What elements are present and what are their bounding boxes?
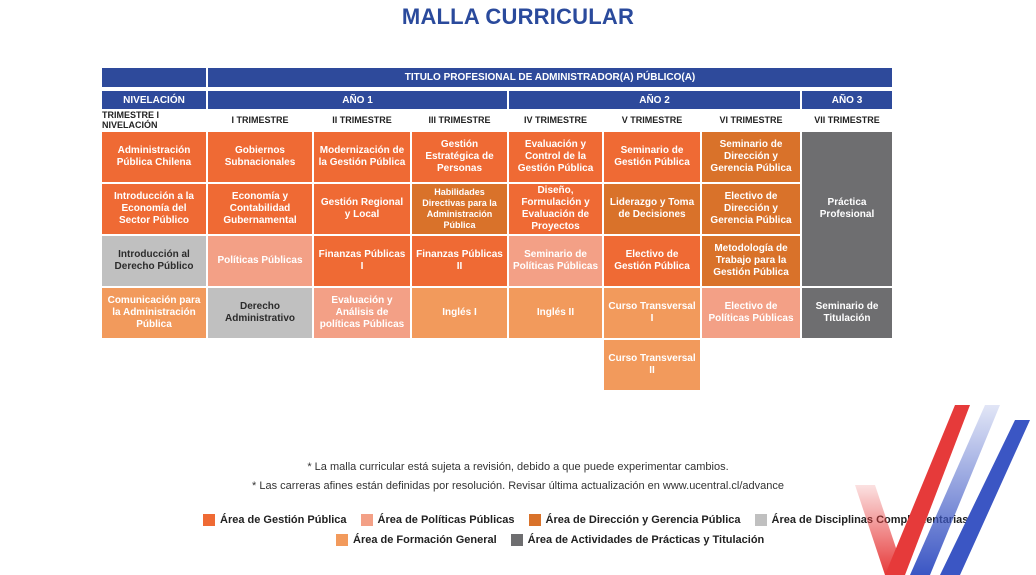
- course-cell: Curso Transversal II: [604, 340, 700, 390]
- course-cell: Seminario de Titulación: [802, 288, 892, 338]
- legend-item: Área de Actividades de Prácticas y Titul…: [510, 534, 765, 546]
- legend-swatch: [203, 514, 215, 526]
- legend-item: Área de Políticas Públicas: [360, 514, 515, 526]
- term-header-nivelacion: TRIMESTRE I NIVELACIÓN: [102, 110, 160, 130]
- course-cell: Introducción a la Economía del Sector Pú…: [102, 184, 206, 234]
- legend-swatch: [528, 514, 541, 526]
- legend-label: Área de Dirección y Gerencia Pública: [545, 514, 741, 526]
- course-cell: Seminario de Políticas Públicas: [509, 236, 602, 286]
- legend-item: Área de Formación General: [336, 534, 497, 546]
- note-revision: * La malla curricular está sujeta a revi…: [307, 461, 729, 473]
- nivelacion-band-spacer: [102, 68, 206, 87]
- course-cell: Gobiernos Subnacionales: [208, 132, 312, 182]
- course-cell: Derecho Administrativo: [208, 288, 312, 338]
- university-logo: [855, 405, 1030, 575]
- year2-header: AÑO 2: [509, 91, 800, 109]
- course-cell: Inglés I: [412, 288, 507, 338]
- term-header-6: VI TRIMESTRE: [719, 115, 783, 125]
- term-header-5: V TRIMESTRE: [621, 115, 683, 125]
- degree-title-band: TITULO PROFESIONAL DE ADMINISTRADOR(A) P…: [208, 68, 892, 87]
- page-title: MALLA CURRICULAR: [401, 4, 635, 29]
- course-cell: Liderazgo y Toma de Decisiones: [604, 184, 700, 234]
- legend-label: Área de Formación General: [353, 534, 497, 546]
- legend-item: Área de Dirección y Gerencia Pública: [528, 514, 741, 526]
- legend-swatch: [360, 514, 373, 526]
- course-cell: Introducción al Derecho Público: [102, 236, 206, 286]
- year1-header: AÑO 1: [208, 91, 507, 109]
- course-cell: Administración Pública Chilena: [102, 132, 206, 182]
- course-cell: Gestión Estratégica de Personas: [412, 132, 507, 182]
- course-cell: Finanzas Públicas I: [314, 236, 410, 286]
- legend-label: Área de Actividades de Prácticas y Titul…: [527, 534, 765, 546]
- legend-swatch: [510, 534, 523, 546]
- course-cell: Electivo de Gestión Pública: [604, 236, 700, 286]
- course-cell: Modernización de la Gestión Pública: [314, 132, 410, 182]
- course-cell: Habilidades Directivas para la Administr…: [412, 184, 507, 234]
- note-carreras: * Las carreras afines están definidas po…: [252, 480, 784, 492]
- term-header-4: IV TRIMESTRE: [523, 115, 587, 125]
- legend-swatch: [754, 514, 767, 526]
- course-cell: Gestión Regional y Local: [314, 184, 410, 234]
- term-header-7: VII TRIMESTRE: [814, 115, 880, 125]
- course-cell: Evaluación y Control de la Gestión Públi…: [509, 132, 602, 182]
- course-cell: Diseño, Formulación y Evaluación de Proy…: [509, 184, 602, 234]
- course-cell: Evaluación y Análisis de políticas Públi…: [314, 288, 410, 338]
- legend-row-2: Área de Formación General Área de Activi…: [336, 534, 772, 546]
- course-cell: Finanzas Públicas II: [412, 236, 507, 286]
- year3-header: AÑO 3: [802, 91, 892, 109]
- course-cell: Curso Transversal I: [604, 288, 700, 338]
- term-header-1: I TRIMESTRE: [231, 115, 289, 125]
- course-cell: Seminario de Gestión Pública: [604, 132, 700, 182]
- course-cell: Electivo de Dirección y Gerencia Pública: [702, 184, 800, 234]
- term-header-3: III TRIMESTRE: [428, 115, 491, 125]
- legend-label: Área de Gestión Pública: [220, 514, 347, 526]
- course-cell: Economía y Contabilidad Gubernamental: [208, 184, 312, 234]
- course-cell: Comunicación para la Administración Públ…: [102, 288, 206, 338]
- course-cell: Práctica Profesional: [802, 132, 892, 286]
- legend-item: Área de Gestión Pública: [203, 514, 347, 526]
- course-cell: Seminario de Dirección y Gerencia Públic…: [702, 132, 800, 182]
- legend-swatch: [336, 534, 348, 546]
- legend-label: Área de Políticas Públicas: [377, 514, 515, 526]
- course-cell: Inglés II: [509, 288, 602, 338]
- term-header-2: II TRIMESTRE: [332, 115, 392, 125]
- course-cell: Electivo de Políticas Públicas: [702, 288, 800, 338]
- course-cell: Metodología de Trabajo para la Gestión P…: [702, 236, 800, 286]
- nivelacion-header: NIVELACIÓN: [102, 91, 206, 109]
- course-cell: Políticas Públicas: [208, 236, 312, 286]
